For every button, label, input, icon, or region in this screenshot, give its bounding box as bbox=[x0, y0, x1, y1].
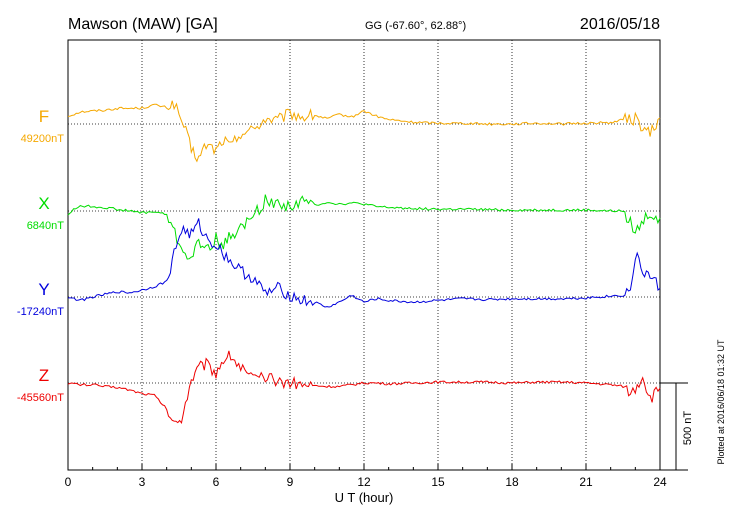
component-label-f: F bbox=[39, 107, 49, 126]
component-label-x: X bbox=[38, 194, 49, 213]
component-label-z: Z bbox=[39, 366, 49, 385]
baseline-label-y: -17240nT bbox=[17, 306, 64, 318]
baseline-label-z: -45560nT bbox=[17, 392, 64, 404]
component-labels: F 49200nT X 6840nT Y -17240nT Z -45560nT bbox=[17, 107, 64, 404]
series-line-f bbox=[67, 100, 661, 163]
series-line-y bbox=[68, 218, 661, 308]
station-coords: GG (-67.60°, 62.88°) bbox=[365, 20, 466, 32]
baseline-label-x: 6840nT bbox=[27, 220, 65, 232]
series-line-x bbox=[67, 194, 661, 260]
x-tick-label: 15 bbox=[431, 475, 445, 489]
x-axis-label: U T (hour) bbox=[335, 490, 394, 505]
x-tick-label: 9 bbox=[287, 475, 294, 489]
x-tick-label: 3 bbox=[139, 475, 146, 489]
plotted-note: Plotted at 2016/06/18 01:32 UT bbox=[716, 339, 726, 465]
baseline-label-f: 49200nT bbox=[21, 133, 65, 145]
series-line-z bbox=[67, 350, 661, 425]
station-title: Mawson (MAW) [GA] bbox=[68, 16, 218, 33]
x-tick-label: 12 bbox=[357, 475, 371, 489]
series-group bbox=[67, 100, 661, 425]
scale-bar-label: 500 nT bbox=[682, 411, 694, 446]
component-label-y: Y bbox=[38, 280, 49, 299]
x-tick-label: 21 bbox=[579, 475, 593, 489]
x-tick-label: 0 bbox=[65, 475, 72, 489]
x-axis: 0 3 6 9 12 15 18 21 24 bbox=[65, 464, 667, 489]
date-label: 2016/05/18 bbox=[580, 16, 660, 33]
x-tick-label: 18 bbox=[505, 475, 519, 489]
x-tick-label: 6 bbox=[213, 475, 220, 489]
scale-bar bbox=[660, 382, 688, 471]
x-tick-label: 24 bbox=[653, 475, 667, 489]
